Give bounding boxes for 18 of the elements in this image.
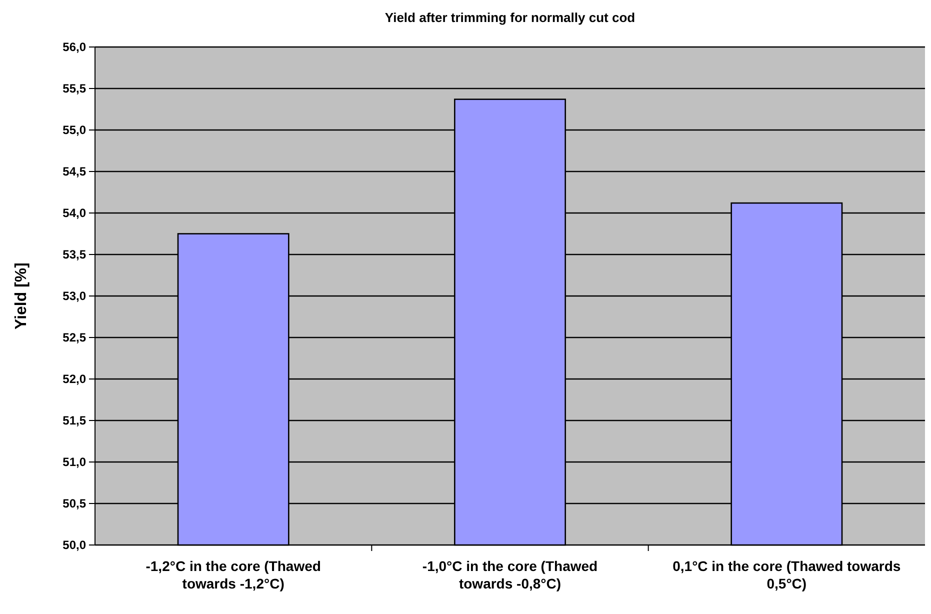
y-tick-label: 52,5 xyxy=(62,330,86,344)
y-tick-label: 50,0 xyxy=(62,538,86,552)
y-tick-label: 50,5 xyxy=(62,496,86,510)
y-axis-title: Yield [%] xyxy=(13,262,30,330)
x-tick-label: -1,0°C in the core (Thawed towards -0,8°C) xyxy=(422,558,598,592)
y-tick-label: 51,0 xyxy=(62,454,86,469)
y-tick-label: 56,0 xyxy=(62,40,86,54)
x-tick-label: -1,2°C in the core (Thawed towards -1,2°C) xyxy=(146,558,321,592)
y-tick-label: 55,0 xyxy=(62,122,86,137)
chart-title: Yield after trimming for normally cut cod xyxy=(384,10,636,25)
y-tick-label: 54,0 xyxy=(62,206,86,220)
x-tick-label: 0,1°C in the core (Thawed towards 0,5°C) xyxy=(672,558,901,592)
y-tick-label: 55,5 xyxy=(62,81,86,96)
y-tick-label: 51,5 xyxy=(62,413,86,428)
y-tick-label: 54,5 xyxy=(62,164,86,178)
y-tick-label: 53,5 xyxy=(62,247,86,262)
y-tick-label: 53,0 xyxy=(62,288,86,303)
y-tick-label: 52,0 xyxy=(62,372,86,386)
